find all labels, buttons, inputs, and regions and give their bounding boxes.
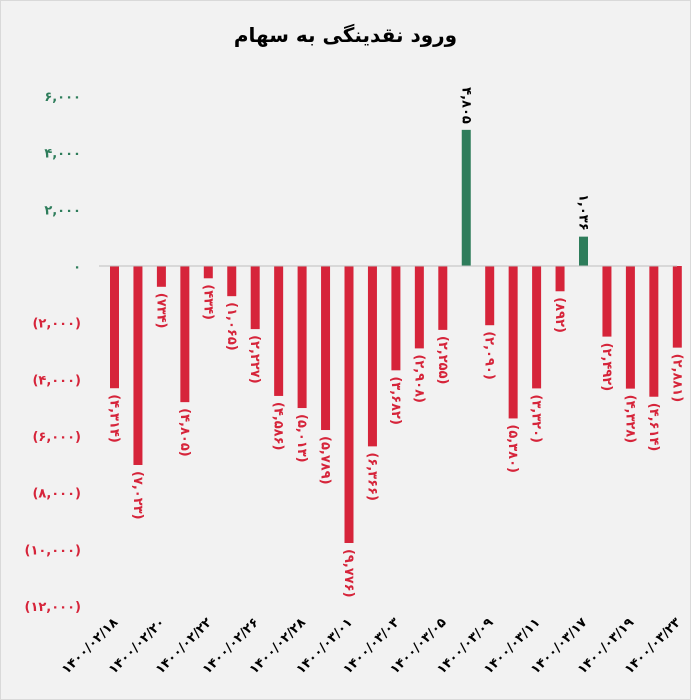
data-label: ۱,۰۳۶	[576, 194, 591, 231]
bar	[110, 266, 119, 389]
bar	[367, 266, 377, 447]
bar	[250, 266, 260, 330]
data-label: (۲,۲۵۵)	[435, 336, 450, 385]
data-label: (۲,۹۰۸)	[411, 354, 426, 403]
data-label: ۴,۸۰۵	[458, 87, 473, 124]
y-tick-label: ۰	[73, 260, 81, 275]
bar	[344, 266, 354, 543]
bar	[227, 266, 237, 297]
x-axis: ۱۴۰۰/۰۲/۱۸۱۴۰۰/۰۲/۲۰۱۴۰۰/۰۲/۲۲۱۴۰۰/۰۲/۲۶…	[59, 615, 684, 677]
y-tick-label: (۸,۰۰۰)	[32, 487, 81, 502]
y-tick-label: (۲,۰۰۰)	[32, 317, 81, 332]
data-label: (۲,۸۸۱)	[669, 354, 684, 403]
data-label: (۳,۳۲۰)	[529, 394, 544, 443]
bar	[579, 236, 588, 266]
data-label: (۵,۷۸۹)	[318, 436, 333, 485]
data-label: (۴,۳۱۴)	[107, 394, 122, 443]
y-tick-label: ۶,۰۰۰	[44, 90, 81, 105]
chart-title: ورود نقدینگی به سهام	[233, 23, 458, 47]
data-label: (۸۹۲)	[552, 297, 567, 333]
data-label: (۵,۰۱۳)	[294, 414, 309, 463]
bar	[180, 266, 190, 403]
bar	[133, 266, 143, 465]
bar	[297, 266, 307, 409]
y-tick-label: ۲,۰۰۰	[44, 203, 81, 218]
bar	[625, 266, 635, 389]
data-label: (۴,۵۸۶)	[271, 402, 286, 451]
bar	[649, 266, 659, 397]
data-label: (۴,۳۲۸)	[622, 395, 637, 444]
data-label: (۱,۰۶۵)	[224, 302, 239, 351]
data-label: (۲,۴۹۲)	[599, 343, 614, 392]
bar	[532, 266, 542, 389]
y-tick-label: (۶,۰۰۰)	[32, 430, 81, 445]
bar	[203, 266, 213, 279]
data-label: (۷۳۴)	[153, 293, 168, 329]
data-label: (۵,۳۸۰)	[505, 424, 520, 473]
y-tick-label: ۴,۰۰۰	[44, 147, 81, 162]
data-label: (۷,۰۲۳)	[130, 471, 145, 520]
data-label: (۴,۸۰۵)	[177, 408, 192, 457]
bar	[321, 266, 331, 431]
bar	[274, 266, 284, 396]
data-label: (۴,۶۱۴)	[646, 403, 661, 452]
bar	[485, 266, 495, 326]
bar	[508, 266, 518, 419]
bar	[461, 129, 471, 266]
bar	[156, 266, 166, 287]
data-label: (۲,۰۹۰)	[482, 331, 497, 380]
y-axis: ۶,۰۰۰ ۴,۰۰۰ ۲,۰۰۰ ۰ (۲,۰۰۰) (۴,۰۰۰) (۶,۰۰۰) (۸,…	[25, 90, 82, 615]
bar	[414, 266, 424, 349]
data-labels: (۴,۳۱۴) (۷,۰۲۳) (۷۳۴) (۴,۸۰۵) (۴۳۴) (۱,۰۶۵) (۲…	[107, 87, 685, 597]
bar	[555, 266, 565, 292]
bar	[672, 266, 682, 348]
bar	[391, 266, 401, 371]
data-label: (۹,۷۷۶)	[341, 549, 356, 598]
y-tick-label: (۴,۰۰۰)	[32, 373, 81, 388]
data-label: (۳,۶۸۲)	[388, 376, 403, 425]
y-tick-label: (۱۲,۰۰۰)	[25, 600, 82, 615]
bar	[438, 266, 448, 330]
bar-series	[110, 129, 682, 543]
data-label: (۶,۳۶۶)	[364, 452, 379, 501]
bar	[602, 266, 612, 337]
data-label: (۴۳۴)	[200, 284, 215, 320]
y-tick-label: (۱۰,۰۰۰)	[25, 543, 82, 558]
data-label: (۲,۲۲۷)	[247, 335, 262, 384]
